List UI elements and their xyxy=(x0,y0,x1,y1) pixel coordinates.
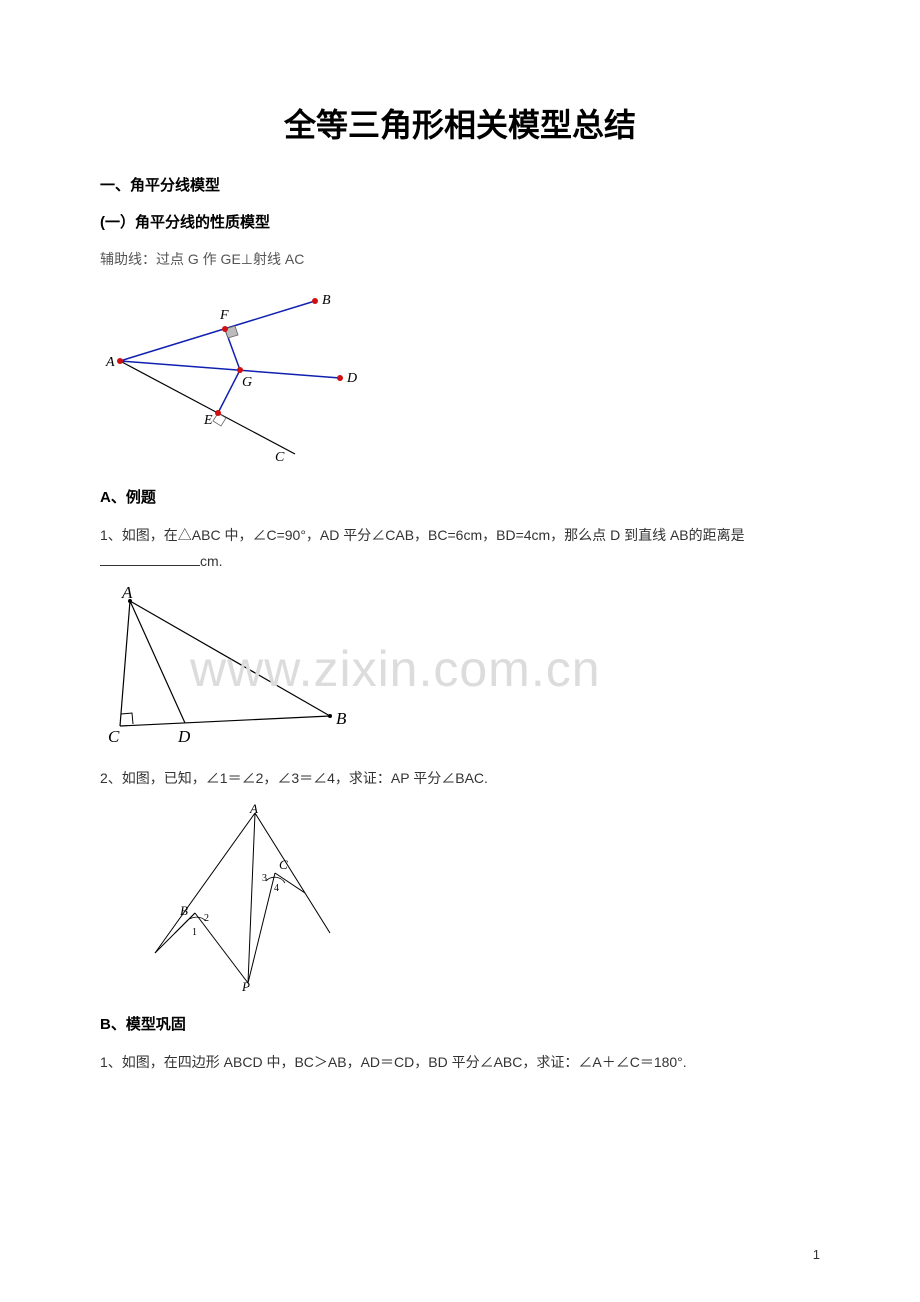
label-C2: C xyxy=(108,727,120,746)
label-F: F xyxy=(219,308,229,323)
problem-1-text-b: cm. xyxy=(200,553,223,569)
label-B: B xyxy=(322,293,331,308)
label-D2: D xyxy=(177,727,191,746)
label-n4: 4 xyxy=(274,883,279,894)
problem-1-text-a: 1、如图，在△ABC 中，∠C=90°，AD 平分∠CAB，BC=6cm，BD=… xyxy=(100,527,745,543)
aux-line-text: 辅助线：过点 G 作 GE⊥射线 AC xyxy=(100,248,820,270)
part-b-label: B、模型巩固 xyxy=(100,1013,820,1034)
label-n3: 3 xyxy=(262,873,267,884)
label-n2: 2 xyxy=(204,913,209,924)
label-B2: B xyxy=(336,709,347,728)
section-heading: 一、角平分线模型 xyxy=(100,174,820,195)
blank-field xyxy=(100,552,200,566)
label-A: A xyxy=(105,355,115,370)
problem-1: 1、如图，在△ABC 中，∠C=90°，AD 平分∠CAB，BC=6cm，BD=… xyxy=(100,523,820,573)
label-P3: P xyxy=(241,979,250,993)
label-A3: A xyxy=(249,803,258,816)
label-A2: A xyxy=(121,586,133,602)
label-G: G xyxy=(242,375,252,390)
label-B3: B xyxy=(180,903,188,918)
label-C: C xyxy=(275,450,285,465)
label-n1: 1 xyxy=(192,927,197,938)
problem-b1: 1、如图，在四边形 ABCD 中，BC＞AB，AD＝CD，BD 平分∠ABC，求… xyxy=(100,1050,820,1075)
page-title: 全等三角形相关模型总结 xyxy=(100,100,820,146)
label-C3: C xyxy=(279,857,288,872)
figure-angle-bisector: A B C D E F G xyxy=(100,286,820,466)
part-a-label: A、例题 xyxy=(100,486,820,507)
subsection-heading: (一）角平分线的性质模型 xyxy=(100,211,820,232)
figure-angles: A B C P 1 2 3 4 xyxy=(140,803,820,993)
label-E: E xyxy=(203,413,213,428)
page-number: 1 xyxy=(813,1247,820,1262)
label-D: D xyxy=(346,371,357,386)
problem-2: 2、如图，已知，∠1＝∠2，∠3＝∠4，求证：AP 平分∠BAC. xyxy=(100,766,820,791)
figure-right-triangle: A B C D xyxy=(100,586,820,746)
